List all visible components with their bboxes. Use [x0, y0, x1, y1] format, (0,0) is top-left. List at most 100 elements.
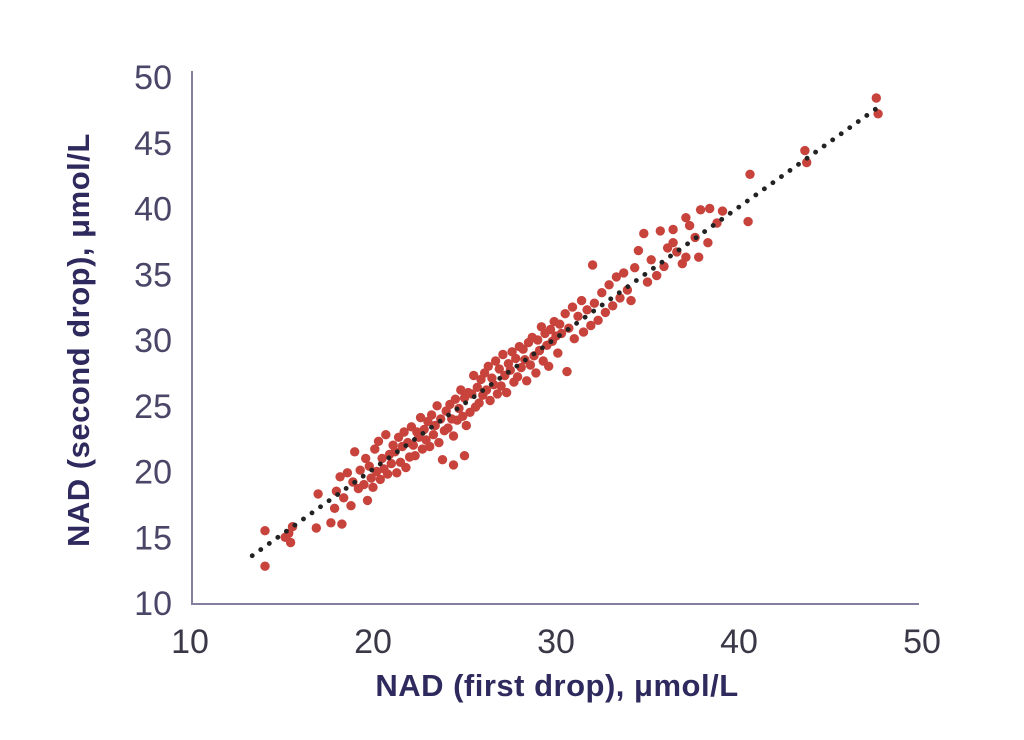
scatter-point: [285, 537, 296, 548]
scatter-point: [326, 518, 336, 528]
scatter-point: [496, 381, 506, 391]
scatter-point: [415, 412, 426, 423]
scatter-point: [498, 349, 508, 360]
scatter-point: [511, 353, 521, 364]
scatter-point: [573, 311, 583, 321]
scatter-point: [626, 295, 636, 306]
scatter-point: [630, 263, 640, 273]
scatter-point: [745, 169, 755, 179]
x-tick-label: 20: [354, 623, 392, 661]
scatter-point: [373, 436, 384, 446]
scatter-point: [459, 451, 470, 461]
scatter-point: [361, 453, 371, 464]
scatter-point: [531, 368, 541, 378]
scatter-point: [655, 226, 665, 236]
scatter-point: [461, 420, 471, 431]
y-tick-label: 50: [134, 59, 172, 97]
scatter-point: [260, 526, 270, 536]
x-axis-title: NAD (first drop), μmol/L: [375, 668, 739, 703]
x-tick-label: 50: [903, 623, 941, 661]
scatter-point: [329, 503, 340, 513]
scatter-point: [474, 398, 484, 408]
scatter-point: [342, 468, 353, 478]
scatter-point: [458, 411, 468, 421]
y-tick-label: 20: [134, 454, 172, 492]
scatter-point: [382, 469, 393, 479]
scatter-point: [366, 473, 376, 483]
scatter-point: [437, 455, 448, 465]
scatter-point: [350, 447, 360, 457]
scatter-point: [346, 501, 356, 511]
scatter-point: [375, 474, 385, 485]
scatter-point: [681, 252, 691, 262]
scatter-point: [522, 376, 532, 386]
scatter-point: [681, 213, 691, 223]
scatter-point: [401, 462, 411, 473]
scatter-point: [410, 451, 420, 461]
scatter-point: [426, 410, 437, 420]
scatter-point: [362, 495, 373, 506]
scatter-point: [501, 387, 512, 398]
scatter-point: [485, 395, 495, 406]
scatter-point: [392, 468, 402, 478]
scatter-point: [311, 523, 321, 533]
scatter-point: [589, 298, 600, 308]
scatter-point: [652, 270, 662, 281]
scatter-point: [518, 344, 528, 354]
scatter-point: [619, 268, 629, 278]
scatter-point: [639, 228, 649, 239]
scatter-point: [544, 361, 554, 371]
scatter-point: [512, 372, 523, 382]
scatter-point: [335, 472, 345, 482]
scatter-point: [802, 157, 812, 168]
scatter-point: [705, 203, 715, 214]
scatter-point: [582, 305, 592, 315]
scatter-point: [313, 489, 323, 499]
scatter-point: [642, 277, 653, 287]
scatter-point: [587, 260, 598, 270]
y-tick-label: 15: [134, 519, 172, 557]
scatter-point: [684, 220, 695, 231]
scatter-point: [608, 301, 618, 311]
scatter-point: [408, 440, 418, 450]
scatter-point: [432, 401, 442, 411]
scatter-point: [525, 360, 536, 370]
scatter-point: [492, 389, 503, 399]
x-tick-label: 30: [537, 623, 575, 661]
axes-layer: [191, 71, 919, 605]
y-tick-label: 30: [134, 322, 172, 360]
scatter-point: [425, 441, 435, 452]
scatter-point: [578, 327, 589, 337]
scatter-point: [381, 430, 391, 440]
scatter-point: [339, 493, 349, 503]
scatter-point: [600, 307, 611, 318]
tick-labels-layer: 10 15 20 25 30 35 40 45 50 10 20 30 40 50: [134, 59, 941, 661]
scatter-point: [448, 460, 459, 470]
scatter-point: [490, 356, 501, 366]
scatter-point: [355, 465, 365, 475]
y-tick-label: 40: [134, 191, 172, 229]
y-tick-label: 10: [134, 585, 172, 623]
scatter-point: [567, 302, 578, 312]
scatter-point: [615, 293, 625, 303]
scatter-point: [359, 479, 369, 490]
scatter-point: [386, 458, 396, 469]
scatter-point: [668, 224, 678, 235]
scatter-point: [695, 205, 706, 215]
scatter-point: [545, 324, 556, 335]
scatter-point: [456, 385, 466, 395]
scatter-point: [483, 361, 493, 371]
trendline: [249, 106, 879, 559]
scatter-point: [597, 288, 607, 298]
scatter-point: [494, 364, 504, 374]
scatter-point: [533, 335, 543, 345]
x-tick-label: 10: [171, 623, 209, 661]
y-tick-label: 25: [134, 388, 172, 426]
scatter-points-layer: [260, 93, 883, 571]
trendline-layer: [249, 106, 879, 559]
scatter-point: [428, 430, 439, 440]
y-axis-title: NAD (second drop), μmol/L: [61, 133, 96, 547]
scatter-point: [368, 482, 378, 492]
scatter-point: [337, 519, 347, 529]
